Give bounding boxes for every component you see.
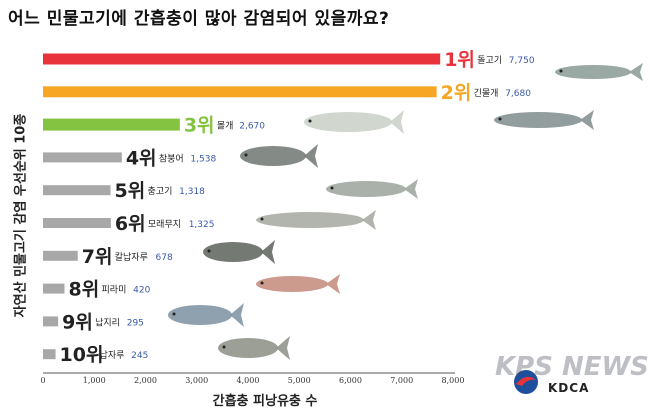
value-label: 1,318 (179, 187, 205, 197)
fish-name-label: 납자루 (100, 350, 125, 361)
fish-eye-illustration (260, 217, 264, 221)
bar (43, 118, 180, 131)
fish-tail-illustration (276, 336, 290, 360)
fish-name-label: 충고기 (148, 186, 173, 197)
bar (43, 349, 56, 360)
chart-title: 어느 민물고기에 간흡충이 많아 감염되어 있을까요? (8, 9, 390, 29)
fish-illustration (256, 212, 364, 228)
fish-name-label: 돌고기 (477, 55, 502, 66)
x-tick-label: 8,000 (442, 376, 465, 385)
fish-eye-illustration (559, 69, 563, 73)
rank-label: 8위 (69, 279, 100, 301)
bar (43, 250, 78, 261)
fish-eye-illustration (244, 153, 248, 157)
rank-label: 1위 (444, 49, 475, 71)
fish-illustration (168, 305, 232, 325)
x-tick-label: 0 (40, 376, 45, 385)
watermark: KPS NEWS (495, 352, 649, 382)
rank-label: 7위 (82, 246, 113, 268)
fish-eye-illustration (222, 345, 226, 349)
value-label: 295 (127, 318, 144, 328)
x-tick-label: 2,000 (134, 376, 157, 385)
rank-label: 2위 (441, 82, 472, 104)
fish-tail-illustration (304, 144, 318, 168)
value-label: 678 (156, 253, 173, 263)
value-label: 1,538 (190, 154, 216, 164)
bar (43, 53, 441, 65)
rank-label: 4위 (126, 147, 157, 169)
x-tick-label: 4,000 (237, 376, 260, 385)
bar (43, 283, 65, 294)
fish-illustration (555, 65, 631, 79)
rank-label: 9위 (62, 311, 93, 333)
fish-illustration (256, 276, 328, 292)
fish-eye-illustration (330, 186, 334, 190)
fish-tail-illustration (404, 179, 418, 199)
fish-name-label: 납지리 (95, 317, 120, 328)
fish-tail-illustration (326, 274, 340, 294)
fish-illustration (326, 181, 406, 197)
fish-tail-illustration (580, 110, 594, 130)
rank-label: 10위 (60, 344, 104, 366)
fish-eye-illustration (207, 249, 211, 253)
x-tick-label: 7,000 (390, 376, 413, 385)
fish-name-label: 긴몰개 (474, 88, 499, 99)
bar (43, 86, 437, 98)
fish-tail-illustration (261, 240, 275, 264)
fish-eye-illustration (498, 117, 502, 121)
value-label: 1,325 (189, 220, 215, 230)
fish-name-label: 참붕어 (159, 153, 184, 164)
value-label: 420 (133, 286, 150, 296)
x-axis-label: 간흡충 피낭유충 수 (212, 394, 318, 409)
rank-label: 5위 (115, 180, 146, 202)
fish-illustration (203, 242, 263, 262)
bar (43, 218, 111, 228)
fish-name-label: 피라미 (102, 285, 127, 296)
fish-tail-illustration (390, 110, 404, 134)
fish-name-label: 칼납자루 (115, 252, 148, 263)
value-label: 7,750 (509, 56, 535, 66)
value-label: 245 (131, 351, 148, 361)
bar (43, 152, 122, 163)
fish-illustration (494, 112, 582, 128)
value-label: 7,680 (505, 89, 531, 99)
rank-label: 3위 (184, 115, 215, 137)
kdca-logo-text: KDCA (548, 381, 590, 395)
fish-eye-illustration (308, 119, 312, 123)
fish-tail-illustration (230, 303, 244, 327)
fish-name-label: 모래무지 (148, 219, 181, 230)
x-tick-label: 6,000 (339, 376, 362, 385)
fish-name-label: 몰개 (217, 121, 234, 132)
bar (43, 185, 111, 196)
kdca-logo-icon (514, 370, 538, 394)
fish-tail-illustration (362, 210, 376, 230)
fish-illustration (304, 112, 392, 132)
fish-tail-illustration (629, 63, 643, 81)
bar (43, 316, 59, 327)
x-tick-label: 5,000 (288, 376, 311, 385)
x-tick-label: 1,000 (83, 376, 106, 385)
fish-eye-illustration (260, 281, 264, 285)
fish-illustration (218, 338, 278, 358)
x-tick-label: 3,000 (185, 376, 208, 385)
value-label: 2,670 (239, 122, 265, 132)
fish-eye-illustration (172, 312, 176, 316)
rank-label: 6위 (115, 213, 146, 235)
fish-illustration (240, 146, 306, 166)
